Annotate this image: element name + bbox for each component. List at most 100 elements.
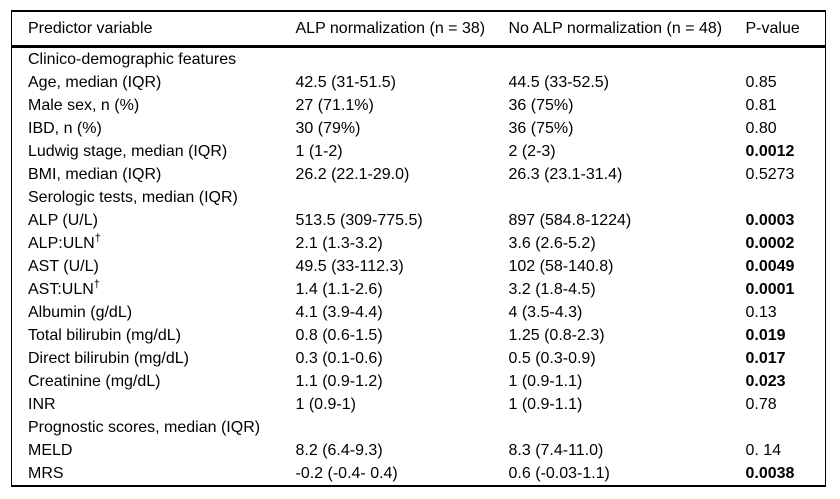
table-row: Creatinine (mg/dL) 1.1 (0.9-1.2) 1 (0.9-1.… (12, 370, 826, 393)
alp-normalization-cell: 8.2 (6.4-9.3) (295, 442, 383, 459)
p-value-cell: 0.13 (745, 304, 777, 321)
no-alp-normalization-cell (509, 416, 746, 439)
no-alp-normalization-cell: 2 (2-3) (508, 143, 556, 160)
alp-normalization-cell (296, 416, 509, 439)
table-row: Total bilirubin (mg/dL) 0.8 (0.6-1.5) 1.25… (12, 324, 826, 347)
p-value-cell: 0.0001 (745, 281, 795, 298)
no-alp-normalization-cell: 1 (0.9-1.1) (508, 396, 583, 413)
alp-normalization-cell (296, 186, 509, 209)
p-value-cell: 0. 14 (745, 442, 782, 459)
p-value-cell: 0.78 (745, 396, 777, 413)
table-row: AST (U/L) 49.5 (33-112.3) 102 (58-140.8) 0.… (12, 255, 826, 278)
alp-normalization-cell: 1 (1-2) (295, 143, 343, 160)
table-row: ALP (U/L) 513.5 (309-775.5) 897 (584.8-122… (12, 209, 826, 232)
predictor-cell: Total bilirubin (mg/dL) (28, 327, 181, 344)
predictor-cell: IBD, n (%) (28, 120, 102, 137)
alp-normalization-cell: 513.5 (309-775.5) (295, 212, 423, 229)
table-row: Albumin (g/dL) 4.1 (3.9-4.4) 4 (3.5-4.3) 0.… (12, 301, 826, 324)
table-header: Predictor variable ALP normalization (n … (11, 11, 826, 48)
p-value-cell: 0.0038 (745, 465, 795, 482)
predictor-cell: Prognostic scores, median (IQR) (28, 419, 261, 436)
predictors-table-container: Predictor variable ALP normalization (n … (11, 10, 826, 487)
p-value-cell: 0.80 (745, 120, 777, 137)
no-alp-normalization-cell: 897 (584.8-1224) (508, 212, 632, 229)
alp-normalization-cell: 1 (0.9-1) (295, 396, 356, 413)
p-value-cell: 0.0003 (745, 212, 795, 229)
no-alp-normalization-cell: 3.6 (2.6-5.2) (508, 235, 596, 252)
dagger-footnote-marker: † (94, 232, 101, 245)
section-header-row: Serologic tests, median (IQR) (12, 186, 826, 209)
p-value-cell: 0.019 (745, 327, 786, 344)
p-value-cell: 0.5273 (745, 166, 795, 183)
alp-normalization-cell: 0.8 (0.6-1.5) (295, 327, 383, 344)
alp-normalization-cell: 4.1 (3.9-4.4) (295, 304, 383, 321)
alp-normalization-cell: 27 (71.1%) (295, 97, 374, 114)
no-alp-normalization-cell: 4 (3.5-4.3) (508, 304, 583, 321)
no-alp-normalization-cell: 26.3 (23.1-31.4) (508, 166, 623, 183)
no-alp-normalization-cell (509, 47, 746, 72)
predictor-cell: Direct bilirubin (mg/dL) (28, 350, 189, 367)
no-alp-normalization-cell: 0.6 (-0.03-1.1) (508, 465, 610, 482)
predictors-table: Predictor variable ALP normalization (n … (11, 10, 826, 487)
predictor-cell: Serologic tests, median (IQR) (28, 189, 238, 206)
p-value-cell: 0.81 (745, 97, 777, 114)
no-alp-normalization-cell: 3.2 (1.8-4.5) (508, 281, 596, 298)
p-value-cell (746, 186, 826, 209)
predictor-cell: Ludwig stage, median (IQR) (28, 143, 228, 160)
section-header-row: Clinico-demographic features (12, 47, 826, 72)
alp-normalization-cell: 2.1 (1.3-3.2) (295, 235, 383, 252)
table-row: BMI, median (IQR) 26.2 (22.1-29.0) 26.3 (2… (12, 163, 826, 186)
table-row: MRS -0.2 (-0.4- 0.4) 0.6 (-0.03-1.1) 0.0038 (12, 462, 826, 486)
no-alp-normalization-cell: 1.25 (0.8-2.3) (508, 327, 605, 344)
alp-normalization-cell: 30 (79%) (295, 120, 361, 137)
section-header-row: Prognostic scores, median (IQR) (12, 416, 826, 439)
p-value-cell: 0.85 (745, 74, 777, 91)
predictor-cell: Male sex, n (%) (28, 97, 140, 114)
no-alp-normalization-cell: 8.3 (7.4-11.0) (508, 442, 604, 459)
table-row: AST:ULN† 1.4 (1.1-2.6) 3.2 (1.8-4.5) 0.0001 (12, 278, 826, 301)
predictor-cell: BMI, median (IQR) (28, 166, 162, 183)
table-row: MELD 8.2 (6.4-9.3) 8.3 (7.4-11.0) 0. 14 (12, 439, 826, 462)
alp-normalization-cell: 1.4 (1.1-2.6) (295, 281, 383, 298)
table-row: Age, median (IQR) 42.5 (31-51.5) 44.5 (33-… (12, 71, 826, 94)
no-alp-normalization-cell: 44.5 (33-52.5) (508, 74, 610, 91)
header-row: Predictor variable ALP normalization (n … (11, 11, 826, 48)
column-header-p-value: P-value (745, 11, 826, 48)
predictor-cell: Clinico-demographic features (28, 51, 237, 68)
predictor-cell: AST (U/L) (28, 258, 99, 275)
predictor-cell: ALP:ULN† (28, 232, 101, 252)
alp-normalization-cell: 26.2 (22.1-29.0) (295, 166, 410, 183)
table-row: ALP:ULN† 2.1 (1.3-3.2) 3.6 (2.6-5.2) 0.0002 (12, 232, 826, 255)
predictor-cell: AST:ULN† (28, 278, 100, 298)
alp-normalization-cell: 49.5 (33-112.3) (295, 258, 404, 275)
predictor-cell: Age, median (IQR) (28, 74, 162, 91)
no-alp-normalization-cell: 1 (0.9-1.1) (508, 373, 583, 390)
table-row: IBD, n (%) 30 (79%) 36 (75%) 0.80 (12, 117, 826, 140)
p-value-cell: 0.0012 (745, 143, 795, 160)
predictor-cell: ALP (U/L) (28, 212, 98, 229)
table-row: Direct bilirubin (mg/dL) 0.3 (0.1-0.6) 0.5… (12, 347, 826, 370)
p-value-cell: 0.017 (745, 350, 786, 367)
dagger-footnote-marker: † (93, 278, 100, 291)
alp-normalization-cell: 0.3 (0.1-0.6) (295, 350, 383, 367)
column-header-no-alp-normalization: No ALP normalization (n = 48) (508, 11, 746, 48)
alp-normalization-cell: -0.2 (-0.4- 0.4) (295, 465, 398, 482)
no-alp-normalization-cell: 36 (75%) (508, 120, 574, 137)
p-value-cell: 0.023 (745, 373, 786, 390)
predictor-cell: INR (28, 396, 56, 413)
p-value-cell (746, 416, 826, 439)
no-alp-normalization-cell: 36 (75%) (508, 97, 574, 114)
column-header-predictor-variable: Predictor variable (11, 11, 296, 48)
no-alp-normalization-cell: 102 (58-140.8) (508, 258, 614, 275)
no-alp-normalization-cell: 0.5 (0.3-0.9) (508, 350, 596, 367)
table-row: INR 1 (0.9-1) 1 (0.9-1.1) 0.78 (12, 393, 826, 416)
alp-normalization-cell: 42.5 (31-51.5) (295, 74, 397, 91)
no-alp-normalization-cell (509, 186, 746, 209)
predictor-cell: MRS (28, 465, 64, 482)
table-row: Ludwig stage, median (IQR) 1 (1-2) 2 (2-3)… (12, 140, 826, 163)
predictor-cell: Creatinine (mg/dL) (28, 373, 161, 390)
predictor-cell: MELD (28, 442, 73, 459)
alp-normalization-cell (296, 47, 509, 72)
table-body: Clinico-demographic features Age, median … (12, 47, 826, 487)
predictor-cell: Albumin (g/dL) (28, 304, 133, 321)
